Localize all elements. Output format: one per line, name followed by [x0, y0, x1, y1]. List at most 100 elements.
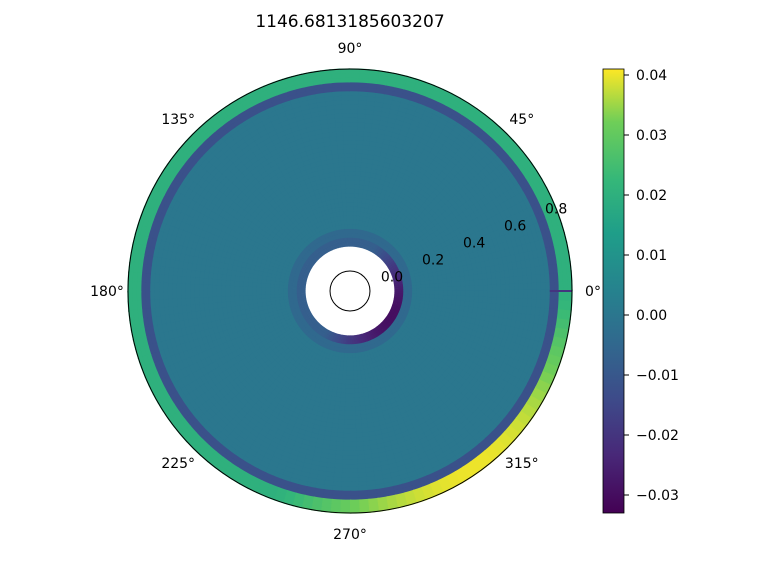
heatmap-cell	[425, 283, 431, 288]
heatmap-cell	[349, 241, 353, 247]
heatmap-cell	[303, 272, 309, 277]
heatmap-cell	[527, 289, 533, 299]
heatmap-cell	[302, 274, 309, 278]
heatmap-cell	[349, 157, 356, 163]
heatmap-cell	[342, 210, 347, 216]
heatmap-cell	[323, 333, 328, 340]
heatmap-cell	[340, 219, 345, 226]
heatmap-cell	[403, 290, 409, 294]
heatmap-cell	[531, 289, 538, 300]
heatmap-cell	[347, 339, 351, 345]
heatmap-cell	[368, 330, 374, 336]
heatmap-cell	[398, 288, 404, 291]
heatmap-cell	[344, 401, 351, 408]
heatmap-cell	[238, 286, 244, 292]
heatmap-cell	[348, 108, 358, 114]
heatmap-cell	[390, 269, 396, 275]
heatmap-cell	[327, 340, 333, 346]
heatmap-cell	[425, 286, 431, 291]
heatmap-cell	[303, 306, 310, 311]
heatmap-cell	[302, 276, 308, 280]
heatmap-cell	[350, 339, 353, 345]
heatmap-cell	[352, 352, 357, 359]
heatmap-cell	[324, 247, 330, 253]
heatmap-cell	[343, 357, 348, 363]
heatmap-cell	[399, 268, 405, 273]
heatmap-cell	[345, 379, 351, 385]
heatmap-cell	[189, 284, 195, 293]
heatmap-cell	[325, 344, 331, 351]
heatmap-cell	[297, 313, 303, 319]
heatmap-cell	[341, 477, 352, 483]
heatmap-cell	[505, 289, 511, 298]
heatmap-cell	[287, 288, 293, 292]
heatmap-cell	[333, 238, 338, 245]
heatmap-cell	[347, 232, 350, 238]
heatmap-cell	[346, 375, 351, 381]
heatmap-cell	[287, 285, 293, 289]
heatmap-cell	[300, 291, 306, 294]
heatmap-cell	[256, 286, 262, 292]
heatmap-cell	[340, 357, 345, 363]
heatmap-cell	[371, 348, 377, 355]
heatmap-cell	[336, 242, 341, 249]
heatmap-cell	[287, 280, 294, 284]
heatmap-cell	[345, 393, 351, 399]
heatmap-cell	[371, 247, 377, 254]
heatmap-cell	[329, 240, 334, 247]
heatmap-cell	[342, 450, 352, 456]
heatmap-cell	[354, 228, 359, 234]
heatmap-cell	[411, 295, 418, 300]
heatmap-cell	[394, 309, 400, 314]
heatmap-cell	[345, 210, 350, 216]
heatmap-cell	[416, 296, 422, 301]
heatmap-cell	[302, 304, 309, 309]
heatmap-cell	[395, 307, 401, 312]
heatmap-cell	[395, 272, 402, 277]
heatmap-cell	[351, 241, 355, 247]
chart-title: 1146.6813185603207	[255, 12, 444, 32]
heatmap-cell	[397, 313, 404, 318]
heatmap-cell	[216, 285, 222, 292]
heatmap-cell	[361, 243, 365, 249]
heatmap-cell	[402, 297, 408, 302]
heatmap-cell	[304, 268, 311, 273]
heatmap-cell	[356, 233, 361, 239]
heatmap-cell	[296, 288, 302, 292]
heatmap-cell	[291, 293, 297, 297]
heatmap-cell	[346, 357, 351, 363]
heatmap-cell	[269, 287, 275, 292]
heatmap-cell	[345, 339, 349, 345]
heatmap-cell	[330, 230, 336, 237]
heatmap-cell	[411, 284, 418, 289]
heatmap-cell	[291, 288, 297, 292]
heatmap-cell	[350, 353, 354, 359]
heatmap-cell	[297, 303, 304, 308]
heatmap-cell	[300, 286, 306, 290]
heatmap-cell	[392, 302, 398, 306]
heatmap-cell	[343, 437, 352, 443]
heatmap-cell	[348, 103, 359, 110]
heatmap-cell	[278, 284, 284, 289]
heatmap-cell	[296, 281, 302, 285]
heatmap-cell	[394, 290, 400, 294]
heatmap-cell	[322, 238, 328, 244]
heatmap-cell	[349, 210, 354, 216]
heatmap-cell	[348, 117, 358, 123]
heatmap-cell	[293, 304, 300, 309]
heatmap-cell	[367, 236, 373, 242]
heatmap-cell	[324, 237, 330, 243]
heatmap-cell	[370, 246, 375, 253]
heatmap-cell	[273, 291, 280, 295]
heatmap-cell	[362, 211, 368, 218]
heatmap-cell	[229, 285, 235, 292]
heatmap-cell	[447, 290, 453, 296]
heatmap-cell	[394, 267, 400, 273]
heatmap-cell	[509, 289, 515, 299]
heatmap-cell	[398, 265, 404, 271]
heatmap-cell	[465, 290, 471, 297]
heatmap-cell	[349, 188, 355, 194]
heatmap-cell	[342, 459, 352, 465]
heatmap-cell	[300, 268, 306, 273]
heatmap-cell	[339, 347, 343, 354]
